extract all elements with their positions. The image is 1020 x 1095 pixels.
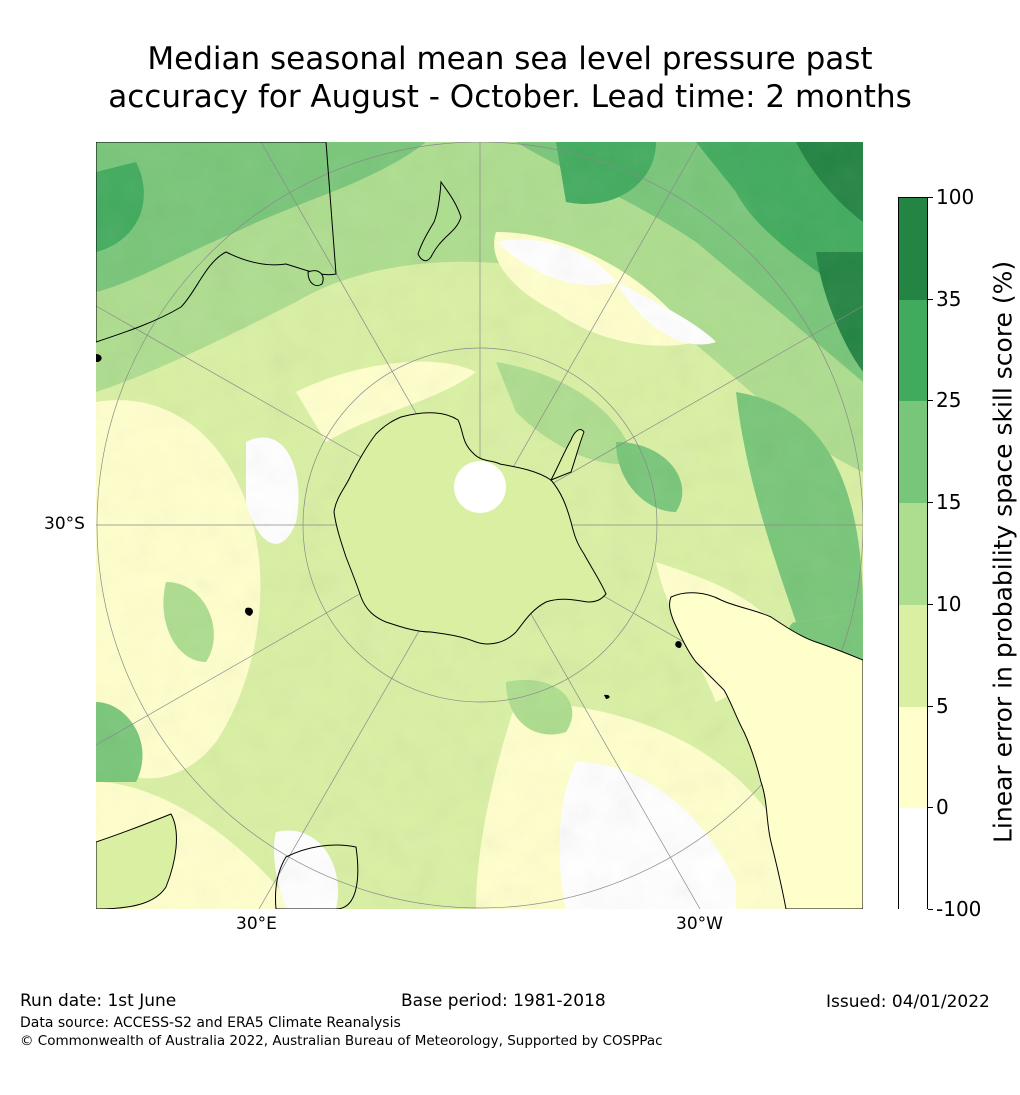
colorbar-band <box>899 198 927 301</box>
colorbar-tick-label: -100 <box>936 897 982 921</box>
colorbar-tick-label: 25 <box>936 388 962 413</box>
colorbar-band <box>899 503 927 606</box>
colorbar-tick-mark <box>928 400 933 402</box>
colorbar-title: Linear error in probability space skill … <box>988 260 1018 843</box>
antarctic-peninsula <box>549 429 585 481</box>
colorbar-tick-label: 15 <box>936 490 962 515</box>
map-panel <box>96 142 863 909</box>
tasmania-outline <box>307 270 324 286</box>
kerguelen-island <box>245 607 253 616</box>
colorbar-tick-mark <box>928 298 933 300</box>
south-america-outline <box>669 592 863 909</box>
colorbar-tick-mark <box>928 807 933 809</box>
colorbar-tick-mark <box>928 603 933 605</box>
lat-label-30s: 30°S <box>44 514 85 534</box>
lon-label-30w: 30°W <box>676 914 723 934</box>
antarctica-outline <box>333 412 607 645</box>
title-line-1: Median seasonal mean sea level pressure … <box>147 41 873 77</box>
title-line-2: accuracy for August - October. Lead time… <box>108 79 912 115</box>
madagascar-outline <box>275 844 359 909</box>
colorbar-band <box>899 604 927 708</box>
colorbar-band <box>899 299 927 402</box>
colorbar-tick-label: 35 <box>936 286 962 311</box>
polar-map <box>96 142 863 909</box>
africa-outline <box>96 813 177 909</box>
new-zealand-outline <box>417 180 462 262</box>
chart-title: Median seasonal mean sea level pressure … <box>0 40 1020 116</box>
colorbar-tick-label: 10 <box>936 591 962 616</box>
small-island <box>96 354 102 362</box>
colorbar-band <box>899 808 927 911</box>
base-period: Base period: 1981-2018 <box>401 991 606 1011</box>
colorbar-tick-mark <box>928 502 933 504</box>
south-georgia <box>604 694 610 699</box>
colorbar <box>898 197 928 911</box>
data-source: Data source: ACCESS-S2 and ERA5 Climate … <box>20 1015 401 1031</box>
colorbar-tick-mark <box>928 909 933 910</box>
falkland-islands <box>675 641 682 648</box>
colorbar-tick-label: 5 <box>936 693 949 718</box>
copyright: © Commonwealth of Australia 2022, Austra… <box>20 1033 663 1049</box>
colorbar-tick-label: 0 <box>936 795 949 820</box>
colorbar-band <box>899 706 927 809</box>
pole-no-data <box>454 461 506 513</box>
issued-date: Issued: 04/01/2022 <box>826 992 990 1012</box>
colorbar-tick-mark <box>928 705 933 707</box>
colorbar-tick-mark <box>928 197 933 198</box>
lon-label-30e: 30°E <box>236 914 277 934</box>
colorbar-tick-label: 100 <box>936 185 975 209</box>
run-date: Run date: 1st June <box>20 991 177 1011</box>
colorbar-band <box>899 401 927 504</box>
